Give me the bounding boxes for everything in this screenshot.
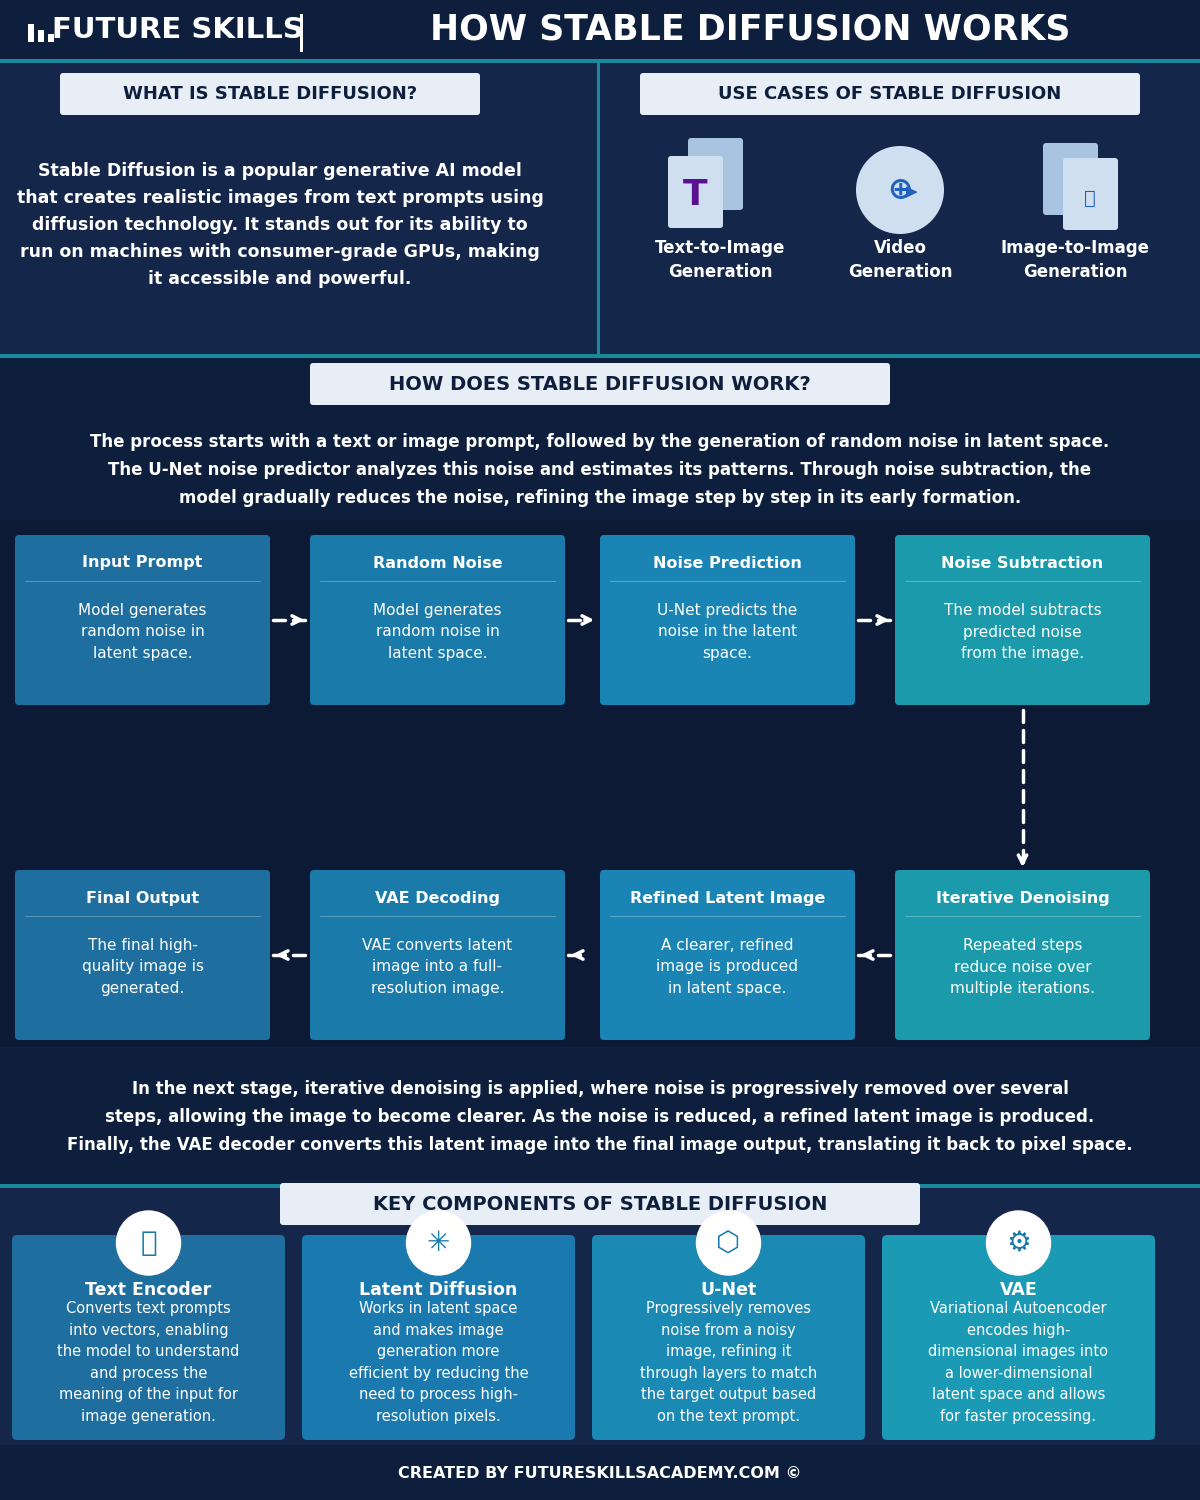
Text: VAE: VAE <box>1000 1281 1037 1299</box>
Text: ⛰: ⛰ <box>708 160 721 180</box>
FancyBboxPatch shape <box>0 410 1200 525</box>
FancyBboxPatch shape <box>0 1047 1200 1185</box>
Text: ✳: ✳ <box>427 1228 450 1257</box>
Text: VAE converts latent
image into a full-
resolution image.: VAE converts latent image into a full- r… <box>362 938 512 996</box>
Text: Works in latent space
and makes image
generation more
efficient by reducing the
: Works in latent space and makes image ge… <box>349 1300 528 1424</box>
FancyBboxPatch shape <box>48 34 54 42</box>
FancyBboxPatch shape <box>0 1444 1200 1500</box>
FancyBboxPatch shape <box>668 156 722 228</box>
Text: Converts text prompts
into vectors, enabling
the model to understand
and process: Converts text prompts into vectors, enab… <box>58 1300 240 1424</box>
Text: Final Output: Final Output <box>86 891 199 906</box>
FancyBboxPatch shape <box>0 63 1200 355</box>
Text: Random Noise: Random Noise <box>373 555 503 570</box>
Text: Text-to-Image
Generation: Text-to-Image Generation <box>655 238 785 280</box>
Circle shape <box>696 1210 761 1275</box>
FancyBboxPatch shape <box>640 74 1140 116</box>
FancyBboxPatch shape <box>0 1184 1200 1188</box>
FancyBboxPatch shape <box>28 24 34 42</box>
FancyBboxPatch shape <box>0 520 1200 716</box>
FancyBboxPatch shape <box>882 1234 1154 1440</box>
Text: U-Net: U-Net <box>701 1281 757 1299</box>
FancyBboxPatch shape <box>310 363 890 405</box>
FancyBboxPatch shape <box>302 1234 575 1440</box>
Text: 🧠: 🧠 <box>140 1228 157 1257</box>
Text: WHAT IS STABLE DIFFUSION?: WHAT IS STABLE DIFFUSION? <box>122 86 418 104</box>
Text: USE CASES OF STABLE DIFFUSION: USE CASES OF STABLE DIFFUSION <box>719 86 1062 104</box>
Text: Stable Diffusion is a popular generative AI model
that creates realistic images : Stable Diffusion is a popular generative… <box>17 162 544 288</box>
Text: HOW STABLE DIFFUSION WORKS: HOW STABLE DIFFUSION WORKS <box>430 13 1070 46</box>
Text: In the next stage, iterative denoising is applied, where noise is progressively : In the next stage, iterative denoising i… <box>67 1080 1133 1154</box>
Text: Progressively removes
noise from a noisy
image, refining it
through layers to ma: Progressively removes noise from a noisy… <box>640 1300 817 1424</box>
Text: KEY COMPONENTS OF STABLE DIFFUSION: KEY COMPONENTS OF STABLE DIFFUSION <box>373 1194 827 1214</box>
Circle shape <box>116 1210 180 1275</box>
Text: Noise Subtraction: Noise Subtraction <box>942 555 1104 570</box>
FancyBboxPatch shape <box>38 30 44 42</box>
Text: T: T <box>683 178 707 212</box>
Text: Iterative Denoising: Iterative Denoising <box>936 891 1109 906</box>
Text: Video
Generation: Video Generation <box>847 238 953 280</box>
FancyBboxPatch shape <box>0 710 1200 1050</box>
Text: ⛰: ⛰ <box>1063 172 1076 192</box>
FancyBboxPatch shape <box>280 1184 920 1225</box>
FancyBboxPatch shape <box>1063 158 1118 230</box>
FancyBboxPatch shape <box>14 536 270 705</box>
Text: U-Net predicts the
noise in the latent
space.: U-Net predicts the noise in the latent s… <box>658 603 798 662</box>
Text: ⊕: ⊕ <box>887 176 913 204</box>
Text: The final high-
quality image is
generated.: The final high- quality image is generat… <box>82 938 204 996</box>
Text: Input Prompt: Input Prompt <box>83 555 203 570</box>
FancyBboxPatch shape <box>310 870 565 1039</box>
Text: Model generates
random noise in
latent space.: Model generates random noise in latent s… <box>373 603 502 662</box>
Text: A clearer, refined
image is produced
in latent space.: A clearer, refined image is produced in … <box>656 938 798 996</box>
Text: FUTURE SKILLS: FUTURE SKILLS <box>52 16 304 44</box>
FancyBboxPatch shape <box>1043 142 1098 214</box>
Circle shape <box>407 1210 470 1275</box>
Text: VAE Decoding: VAE Decoding <box>374 891 500 906</box>
FancyBboxPatch shape <box>592 1234 865 1440</box>
FancyBboxPatch shape <box>0 358 1200 410</box>
Text: Variational Autoencoder
encodes high-
dimensional images into
a lower-dimensiona: Variational Autoencoder encodes high- di… <box>929 1300 1109 1424</box>
Text: ⚙: ⚙ <box>1006 1228 1031 1257</box>
FancyBboxPatch shape <box>895 536 1150 705</box>
Text: ⬡: ⬡ <box>716 1228 740 1257</box>
FancyBboxPatch shape <box>300 13 302 52</box>
Text: The process starts with a text or image prompt, followed by the generation of ra: The process starts with a text or image … <box>90 433 1110 507</box>
Text: CREATED BY FUTURESKILLSACADEMY.COM ©: CREATED BY FUTURESKILLSACADEMY.COM © <box>398 1466 802 1480</box>
Text: Text Encoder: Text Encoder <box>85 1281 211 1299</box>
Text: ⛰: ⛰ <box>1084 189 1096 207</box>
FancyBboxPatch shape <box>310 536 565 705</box>
Text: Image-to-Image
Generation: Image-to-Image Generation <box>1001 238 1150 280</box>
Text: Repeated steps
reduce noise over
multiple iterations.: Repeated steps reduce noise over multipl… <box>950 938 1096 996</box>
Text: The model subtracts
predicted noise
from the image.: The model subtracts predicted noise from… <box>943 603 1102 662</box>
FancyBboxPatch shape <box>60 74 480 116</box>
FancyBboxPatch shape <box>0 354 1200 358</box>
FancyBboxPatch shape <box>14 870 270 1039</box>
Circle shape <box>986 1210 1050 1275</box>
FancyBboxPatch shape <box>0 1186 1200 1444</box>
Ellipse shape <box>856 146 944 234</box>
FancyBboxPatch shape <box>598 63 600 355</box>
FancyBboxPatch shape <box>0 58 1200 63</box>
Text: ▶: ▶ <box>906 184 918 200</box>
Text: Model generates
random noise in
latent space.: Model generates random noise in latent s… <box>78 603 206 662</box>
Text: HOW DOES STABLE DIFFUSION WORK?: HOW DOES STABLE DIFFUSION WORK? <box>389 375 811 393</box>
FancyBboxPatch shape <box>895 870 1150 1039</box>
Text: Latent Diffusion: Latent Diffusion <box>359 1281 517 1299</box>
Text: Noise Prediction: Noise Prediction <box>653 555 802 570</box>
FancyBboxPatch shape <box>12 1234 286 1440</box>
FancyBboxPatch shape <box>600 870 854 1039</box>
Text: Refined Latent Image: Refined Latent Image <box>630 891 826 906</box>
FancyBboxPatch shape <box>688 138 743 210</box>
FancyBboxPatch shape <box>0 0 1200 60</box>
FancyBboxPatch shape <box>600 536 854 705</box>
